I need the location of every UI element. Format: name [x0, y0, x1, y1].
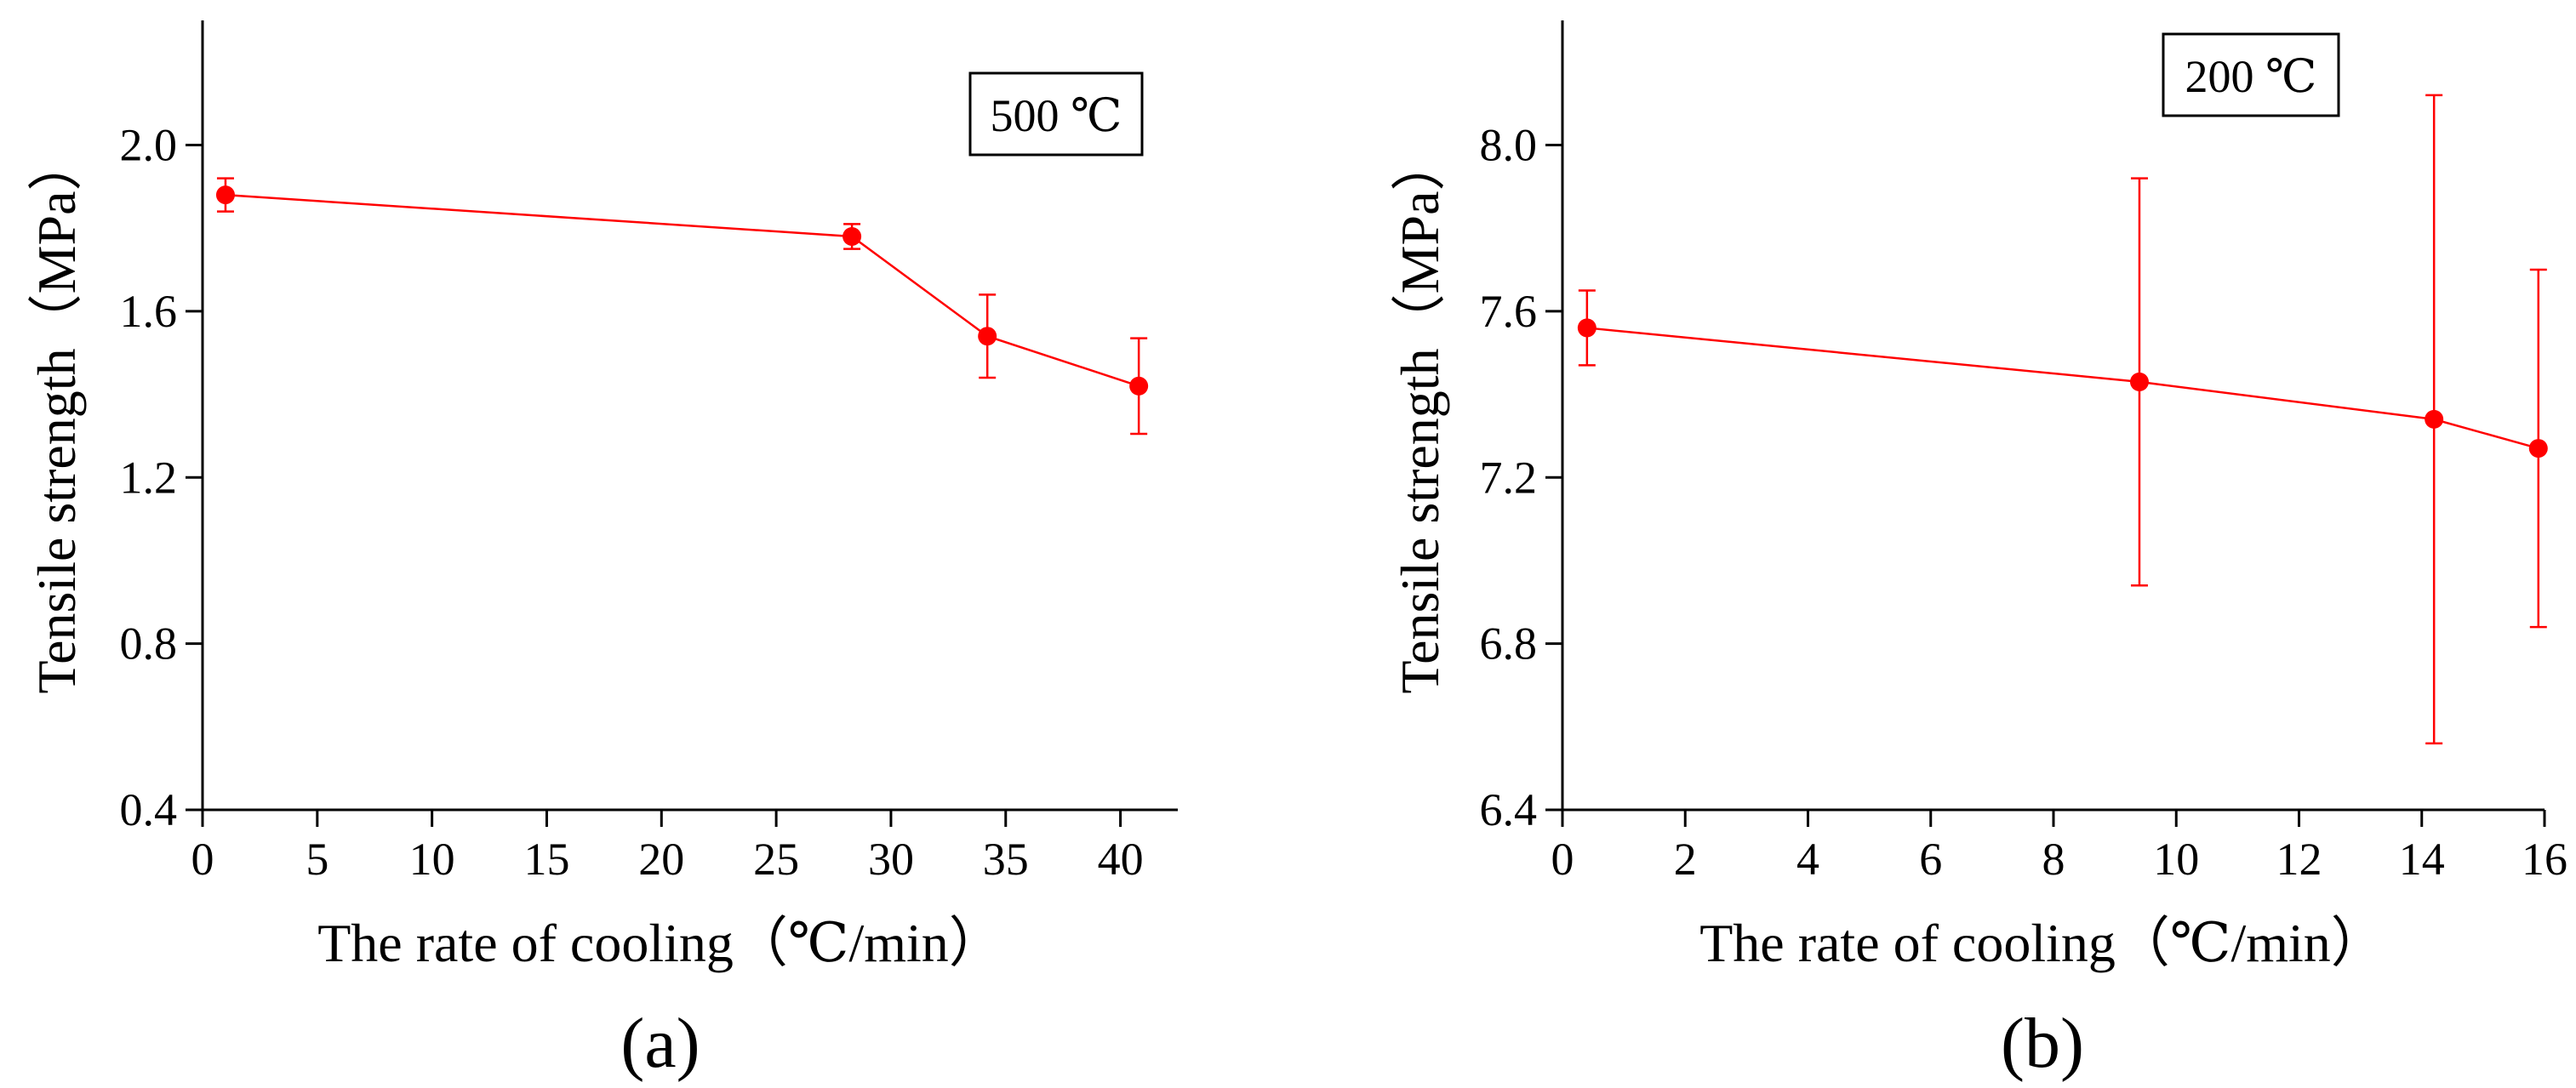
- panel-b-y-tick-label: 6.8: [1480, 618, 1538, 669]
- panel-a-y-tick-label: 0.8: [120, 618, 178, 669]
- panel-b: 0 2 4 6 8 10 12 14 16 6.4 6.8 7.2 7.6 8.0 Tensile str…: [1390, 20, 2567, 1083]
- panel-a-x-tick-label: 20: [638, 834, 684, 885]
- panel-b-x-axis-title: The rate of cooling（℃/min）: [1699, 913, 2385, 973]
- panel-a-ticks: 0 5 10 15 20 25 30 35 40 0.4 0.8 1.2 1.6 2.0: [120, 120, 1144, 885]
- panel-b-annotation: 200 ℃: [2185, 51, 2317, 102]
- panel-b-y-tick-label: 7.6: [1480, 286, 1538, 337]
- panel-b-x-tick-label: 2: [1674, 834, 1697, 885]
- panel-b-series-line: [1586, 327, 2539, 450]
- panel-b-x-tick-label: 0: [1551, 834, 1574, 885]
- panel-a-data-point: [1129, 376, 1149, 396]
- panel-b-x-tick-label: 6: [1919, 834, 1942, 885]
- panel-a-data-point: [978, 327, 997, 346]
- panel-a-y-tick-label: 1.2: [120, 452, 178, 503]
- panel-a-series-line: [225, 193, 1139, 387]
- panel-a-x-tick-label: 25: [753, 834, 799, 885]
- panel-b-annotation-box: [2162, 32, 2340, 117]
- panel-a: 0 5 10 15 20 25 30 35 40 0.4 0.8 1.2 1.6 2.0 Tensile …: [26, 20, 1178, 1083]
- panel-b-x-tick-label: 8: [2042, 834, 2065, 885]
- panel-b-x-tick-label: 10: [2153, 834, 2199, 885]
- panel-a-label: (a): [620, 1004, 700, 1083]
- panel-b-ticks: 0 2 4 6 8 10 12 14 16 6.4 6.8 7.2 7.6 8.0: [1480, 120, 2568, 885]
- panel-a-y-tick-label: 1.6: [120, 286, 178, 337]
- panel-a-x-tick-label: 40: [1098, 834, 1144, 885]
- panel-a-x-axis-title: The rate of cooling（℃/min）: [317, 913, 1003, 973]
- panel-a-y-tick-label: 2.0: [120, 120, 178, 171]
- panel-b-data-point: [2425, 409, 2444, 429]
- panel-a-x-tick-label: 5: [306, 834, 328, 885]
- panel-a-data-point: [842, 226, 862, 246]
- panel-a-x-tick-label: 30: [868, 834, 914, 885]
- panel-a-annotation: 500 ℃: [991, 90, 1122, 141]
- panel-b-x-tick-label: 4: [1796, 834, 1819, 885]
- panel-b-y-tick-label: 7.2: [1480, 452, 1538, 503]
- panel-b-x-tick-label: 12: [2276, 834, 2322, 885]
- panel-b-data-point: [1577, 318, 1596, 338]
- panel-a-x-tick-label: 35: [983, 834, 1029, 885]
- panel-a-y-tick-label: 0.4: [120, 784, 178, 835]
- panel-a-y-axis-title: Tensile strength（MPa）: [26, 137, 87, 694]
- panel-a-x-tick-label: 15: [523, 834, 569, 885]
- panel-b-x-tick-label: 16: [2522, 834, 2567, 885]
- panel-b-x-tick-label: 14: [2399, 834, 2445, 885]
- panel-a-x-tick-label: 0: [191, 834, 214, 885]
- panel-b-y-tick-label: 6.4: [1480, 784, 1538, 835]
- panel-a-x-tick-label: 10: [409, 834, 455, 885]
- panel-a-annotation-box: [968, 71, 1144, 157]
- panel-b-y-axis-title: Tensile strength（MPa）: [1390, 137, 1450, 694]
- panel-b-data-point: [2129, 372, 2149, 391]
- panel-b-data-point: [2528, 439, 2548, 459]
- panel-b-label: (b): [2001, 1004, 2084, 1083]
- panel-b-y-tick-label: 8.0: [1480, 120, 1538, 171]
- panel-a-data-point: [215, 185, 235, 205]
- panel-b-marks: [1577, 94, 2548, 745]
- panel-a-marks: [215, 177, 1149, 436]
